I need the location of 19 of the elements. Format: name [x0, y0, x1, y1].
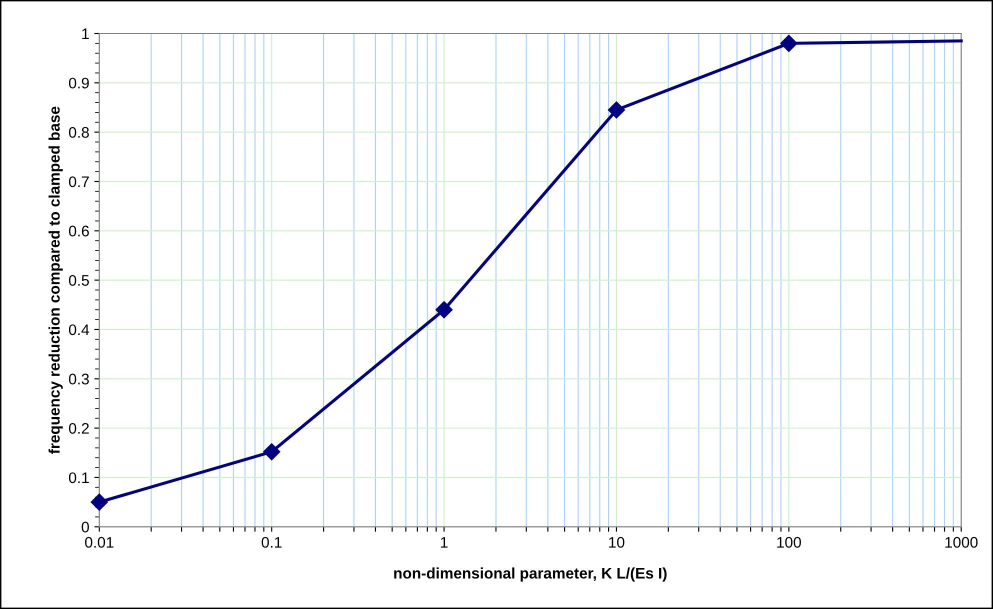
x-tick-label: 1000: [945, 536, 978, 548]
y-tick-label: 0.6: [68, 226, 89, 236]
y-axis-title: frequency reduction compared to clamped base: [48, 106, 63, 454]
y-tick-label: 0.7: [68, 176, 89, 188]
y-tick-label: 0.5: [68, 275, 89, 286]
x-tick-label: 10: [609, 536, 624, 548]
y-tick-label: 0.1: [68, 472, 89, 484]
x-tick-label: 100: [777, 536, 801, 548]
x-tick-label: 1: [440, 537, 448, 548]
x-tick-label: 0.1: [262, 536, 282, 548]
y-tick-label: 0: [82, 522, 89, 532]
y-tick-label: 0.8: [68, 127, 89, 138]
x-axis-title: non-dimensional parameter, K L/(Es I): [394, 567, 667, 582]
y-tick-label: 0.4: [68, 324, 90, 336]
y-tick-label: 1: [82, 28, 89, 40]
x-tick-label: 0.01: [85, 536, 114, 548]
y-tick-label: 0.3: [68, 374, 89, 384]
y-tick-label: 0.9: [68, 78, 89, 89]
y-tick-label: 0.2: [68, 422, 89, 434]
